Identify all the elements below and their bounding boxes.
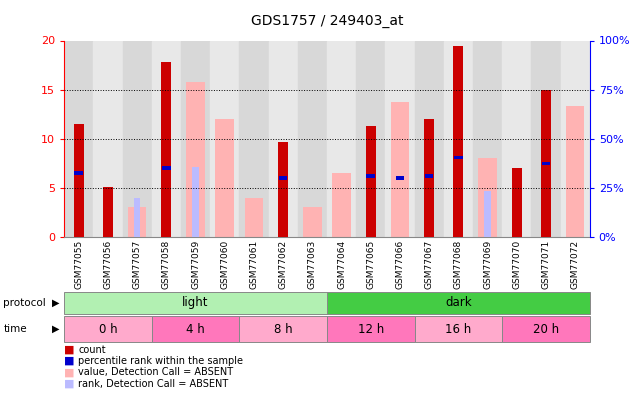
Bar <box>103 187 113 237</box>
Bar <box>134 198 140 237</box>
Bar <box>541 90 551 237</box>
Bar <box>327 316 415 342</box>
Text: ■: ■ <box>64 379 74 388</box>
Bar <box>279 176 287 180</box>
Bar <box>415 316 502 342</box>
Bar <box>64 40 94 237</box>
Bar <box>531 40 560 237</box>
Text: ▶: ▶ <box>52 324 60 334</box>
Bar <box>303 207 322 237</box>
Bar <box>542 162 550 165</box>
Bar <box>560 40 590 237</box>
Bar <box>454 156 463 159</box>
Text: light: light <box>182 296 209 309</box>
Bar <box>367 174 375 178</box>
Text: 4 h: 4 h <box>186 322 205 336</box>
Bar <box>415 40 444 237</box>
Bar <box>297 40 327 237</box>
Bar <box>513 187 520 237</box>
Bar <box>453 47 463 237</box>
Text: dark: dark <box>445 296 472 309</box>
Bar <box>327 40 356 237</box>
Bar <box>332 173 351 237</box>
Bar <box>502 40 531 237</box>
Bar <box>366 126 376 237</box>
Bar <box>245 198 263 237</box>
Bar <box>356 40 385 237</box>
Bar <box>74 124 84 237</box>
Bar <box>390 102 409 237</box>
Bar <box>162 166 171 170</box>
Bar <box>239 40 269 237</box>
Bar <box>367 179 374 237</box>
Bar <box>122 40 152 237</box>
Text: value, Detection Call = ABSENT: value, Detection Call = ABSENT <box>78 367 233 377</box>
Text: time: time <box>3 324 27 334</box>
Bar <box>424 119 434 237</box>
Bar <box>64 292 327 314</box>
Text: rank, Detection Call = ABSENT: rank, Detection Call = ABSENT <box>78 379 228 388</box>
Bar <box>385 40 415 237</box>
Bar <box>192 167 199 237</box>
Bar <box>215 119 234 237</box>
Bar <box>269 40 297 237</box>
Bar <box>210 40 239 237</box>
Bar <box>74 171 83 175</box>
Bar <box>512 168 522 237</box>
Text: GDS1757 / 249403_at: GDS1757 / 249403_at <box>251 14 403 28</box>
Bar <box>128 207 146 237</box>
Bar <box>425 174 433 178</box>
Text: count: count <box>78 345 106 354</box>
Bar <box>478 158 497 237</box>
Text: protocol: protocol <box>3 298 46 308</box>
Text: 16 h: 16 h <box>445 322 471 336</box>
Text: 12 h: 12 h <box>358 322 384 336</box>
Bar <box>543 179 549 237</box>
Text: 20 h: 20 h <box>533 322 559 336</box>
Bar <box>473 40 502 237</box>
Bar <box>64 316 152 342</box>
Text: percentile rank within the sample: percentile rank within the sample <box>78 356 243 366</box>
Text: ■: ■ <box>64 356 74 366</box>
Bar <box>181 40 210 237</box>
Text: ▶: ▶ <box>52 298 60 308</box>
Bar <box>186 82 205 237</box>
Bar <box>395 176 404 180</box>
Bar <box>566 106 585 237</box>
Bar <box>94 40 122 237</box>
Text: 0 h: 0 h <box>99 322 117 336</box>
Text: ■: ■ <box>64 345 74 354</box>
Bar <box>502 316 590 342</box>
Text: ■: ■ <box>64 367 74 377</box>
Bar <box>444 40 473 237</box>
Bar <box>152 316 239 342</box>
Bar <box>239 316 327 342</box>
Bar <box>327 292 590 314</box>
Bar <box>485 191 491 237</box>
Text: 8 h: 8 h <box>274 322 292 336</box>
Bar <box>152 40 181 237</box>
Bar <box>162 62 171 237</box>
Bar <box>278 142 288 237</box>
